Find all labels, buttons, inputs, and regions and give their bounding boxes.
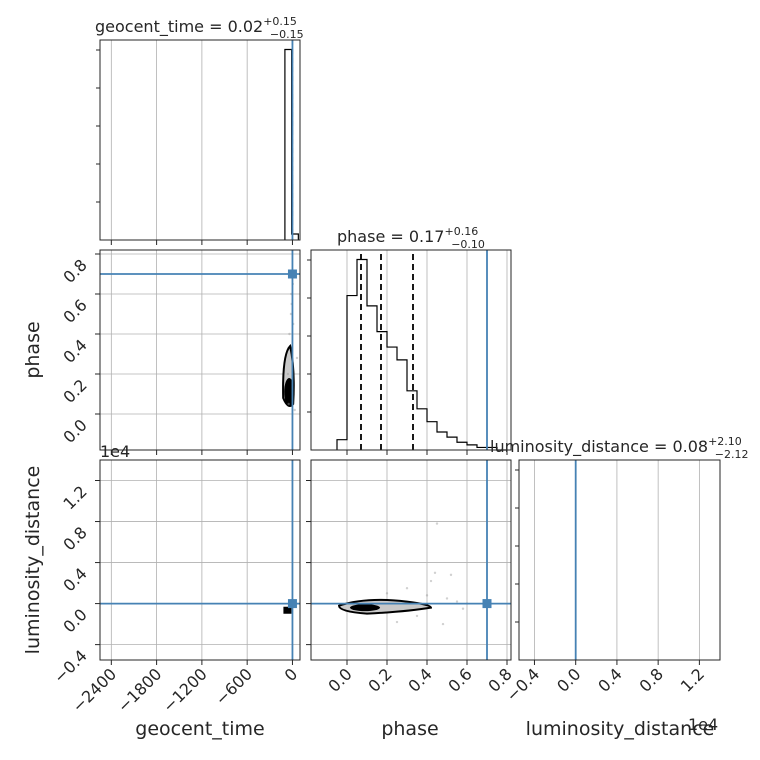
sample-ld-phase-3 xyxy=(405,587,409,590)
truth-point-phase-geocent_time xyxy=(287,269,297,279)
ylabel-luminosity-distance: luminosity_distance xyxy=(22,466,44,655)
data-layer xyxy=(282,40,577,660)
xtick-label-phase-0p2: 0.2 xyxy=(364,664,395,695)
ylabel-phase: phase xyxy=(22,321,44,378)
xtick-label-geocent_time-0: 0 xyxy=(281,664,302,685)
grid-layer xyxy=(100,40,700,660)
sample-ld-phase-12 xyxy=(461,607,465,610)
panel-luminosity_distance-luminosity_distance-frame xyxy=(518,459,721,661)
sample-phase-geocent-time-9 xyxy=(287,402,290,406)
sample-phase-geocent-time-5 xyxy=(286,372,290,376)
frame-layer xyxy=(99,39,721,661)
tick-layer: −2400−1800−1200 −600 0 0.0 0.2 0.4 0.6 0.8−0.4 0… xyxy=(50,49,708,716)
ytick-label-luminosity_distance-1p2: 1.2 xyxy=(59,482,90,513)
panel-phase-geocent_time-frame xyxy=(99,249,301,451)
contour-ld-geocent-time xyxy=(283,606,292,614)
xtick-label-geocent_time-m1800: −1800 xyxy=(114,664,166,716)
sample-ld-phase-13 xyxy=(429,579,433,583)
truth-point-luminosity_distance-phase xyxy=(482,599,492,609)
sample-ld-phase-9 xyxy=(441,622,445,626)
ytick-label-luminosity_distance-m0p4: −0.4 xyxy=(50,646,91,687)
sample-phase-geocent-time-3 xyxy=(288,332,291,336)
truth-point-luminosity_distance-geocent_time xyxy=(287,599,297,609)
sample-ld-phase-5 xyxy=(455,600,459,603)
histogram-phase xyxy=(336,258,507,451)
ytick-label-phase-0p2: 0.2 xyxy=(59,375,90,406)
panel-geocent_time-geocent_time-frame xyxy=(99,39,301,241)
xtick-label-geocent_time-m600: −600 xyxy=(211,664,256,709)
ytick-label-phase-0p4: 0.4 xyxy=(59,335,90,366)
title-luminosity-distance: luminosity_distance = 0.08+2.10 −2.12 xyxy=(490,435,749,461)
title-geocent-time: geocent_time = 0.02+0.15 −0.15 xyxy=(95,15,304,41)
xtick-label-luminosity_distance-0p4: 0.4 xyxy=(594,664,625,695)
offset-label-y-luminosity-distance: 1e4 xyxy=(100,442,130,461)
xlabel-luminosity-distance: luminosity_distance xyxy=(526,718,715,740)
panel-luminosity_distance-geocent_time-frame xyxy=(99,459,301,661)
xtick-label-phase-0p6: 0.6 xyxy=(444,664,475,695)
ytick-label-phase-0p0: 0.0 xyxy=(59,415,90,446)
xtick-label-luminosity_distance-1p2: 1.2 xyxy=(677,664,708,695)
sample-ld-phase-2 xyxy=(433,571,437,575)
ytick-label-luminosity_distance-0p8: 0.8 xyxy=(59,523,90,554)
xtick-label-phase-0p0: 0.0 xyxy=(324,664,355,695)
ytick-label-luminosity_distance-0p4: 0.4 xyxy=(59,564,90,595)
sample-ld-phase-4 xyxy=(445,597,449,600)
xtick-label-luminosity_distance-0p8: 0.8 xyxy=(636,664,667,695)
truth-layer xyxy=(100,40,577,660)
xlabel-phase: phase xyxy=(381,718,438,740)
title-phase: phase = 0.17+0.16 −0.10 xyxy=(337,225,485,251)
xtick-label-luminosity_distance-0p0: 0.0 xyxy=(553,664,584,695)
sample-ld-phase-0 xyxy=(435,522,439,525)
panel-luminosity_distance-phase-frame xyxy=(310,459,512,661)
ytick-label-phase-0p8: 0.8 xyxy=(59,255,90,286)
ytick-label-luminosity_distance-0p0: 0.0 xyxy=(59,605,90,636)
sample-ld-phase-6 xyxy=(395,620,399,624)
sample-phase-geocent-time-6 xyxy=(293,408,296,412)
offset-label-x-luminosity-distance: 1e4 xyxy=(688,715,718,734)
sample-ld-phase-10 xyxy=(385,592,389,595)
panel-phase-phase-frame xyxy=(310,249,512,451)
xtick-label-phase-0p4: 0.4 xyxy=(404,664,435,695)
sample-phase-geocent-time-0 xyxy=(289,312,293,316)
sample-ld-phase-11 xyxy=(425,594,429,597)
sample-phase-geocent-time-4 xyxy=(295,356,299,360)
sample-ld-phase-7 xyxy=(415,614,419,618)
contour-inner-ld-phase xyxy=(350,604,380,612)
xlabel-geocent-time: geocent_time xyxy=(135,718,264,740)
xtick-label-geocent_time-m1200: −1200 xyxy=(159,664,211,716)
ytick-label-phase-0p6: 0.6 xyxy=(59,295,90,326)
sample-ld-phase-1 xyxy=(449,573,453,577)
